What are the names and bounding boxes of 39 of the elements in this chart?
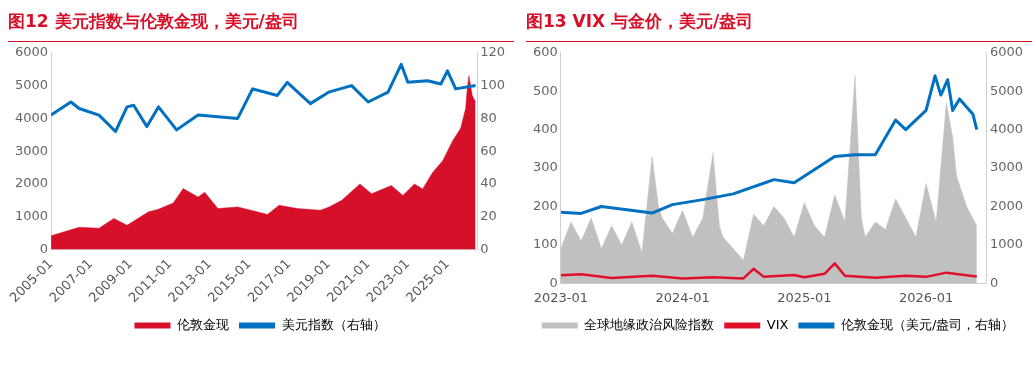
y2-tick-label: 2000 — [989, 197, 1024, 213]
y-tick-label: 6000 — [14, 44, 49, 60]
y2-tick-label: 3000 — [989, 159, 1024, 175]
y-tick-label: 500 — [532, 82, 558, 98]
y2-tick-label: 4000 — [989, 121, 1024, 137]
y-tick-label: 5000 — [14, 76, 49, 92]
chart-title: 图13 VIX 与金价，美元/盎司 — [526, 8, 1032, 42]
y2-tick-label: 0 — [989, 274, 999, 290]
y2-tick-label: 20 — [480, 208, 497, 224]
y2-tick-label: 6000 — [989, 44, 1024, 60]
y-tick-label: 3000 — [14, 142, 49, 158]
y2-tick-label: 0 — [480, 240, 489, 256]
y2-tick-label: 60 — [480, 142, 497, 158]
y-tick-label: 0 — [549, 274, 558, 290]
legend-label: VIX — [766, 316, 789, 332]
y-tick-label: 4000 — [14, 109, 49, 125]
legend-label: 伦敦金现 — [177, 316, 229, 332]
y-tick-label: 2000 — [14, 175, 49, 191]
y-tick-label: 600 — [532, 44, 558, 60]
legend-label: 美元指数（右轴） — [281, 316, 386, 332]
y2-tick-label: 80 — [480, 109, 497, 125]
y2-tick-label: 1000 — [989, 236, 1024, 252]
x-tick-label: 2026-01 — [898, 289, 954, 305]
chart-title: 图12 美元指数与伦敦金现，美元/盎司 — [8, 8, 514, 42]
x-tick-label: 2024-01 — [655, 289, 710, 305]
legend-label: 全球地缘政治风险指数 — [584, 316, 715, 332]
y2-tick-label: 100 — [480, 76, 506, 92]
x-tick-label: 2025-01 — [777, 289, 832, 305]
y-tick-label: 1000 — [14, 208, 49, 224]
y-tick-label: 200 — [532, 197, 558, 213]
y2-tick-label: 40 — [480, 175, 497, 191]
y2-tick-label: 120 — [480, 44, 506, 60]
y-tick-label: 400 — [532, 121, 558, 137]
x-tick-label: 2023-01 — [533, 289, 588, 305]
y-tick-label: 300 — [532, 159, 558, 175]
y2-tick-label: 5000 — [989, 82, 1024, 98]
y-tick-label: 100 — [532, 236, 558, 252]
legend-label: 伦敦金现（美元/盎司，右轴） — [840, 316, 1015, 332]
y-tick-label: 0 — [39, 240, 49, 256]
